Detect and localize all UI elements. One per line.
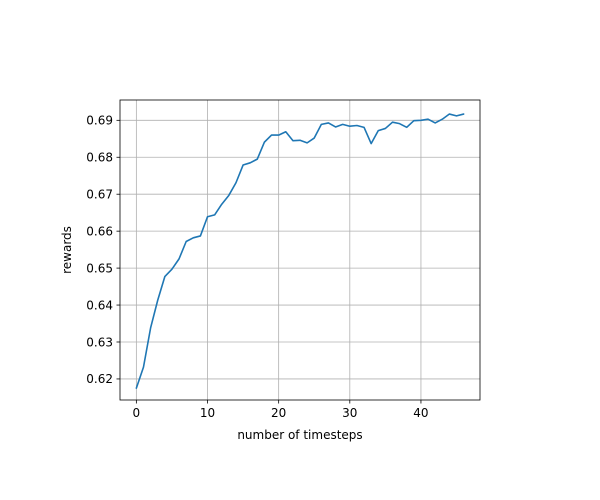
data-point xyxy=(235,182,236,183)
data-point xyxy=(406,127,407,128)
x-tick-label: 30 xyxy=(342,406,357,420)
x-axis-label: number of timesteps xyxy=(237,428,362,442)
x-tick-label: 40 xyxy=(413,406,428,420)
data-point xyxy=(221,204,222,205)
axes-frame xyxy=(119,99,481,401)
series-line xyxy=(135,113,465,389)
y-tick-label: 0.68 xyxy=(86,151,113,165)
y-tick-label: 0.63 xyxy=(86,335,113,349)
data-point xyxy=(420,120,421,121)
data-point xyxy=(150,327,151,328)
data-point xyxy=(278,134,279,135)
data-point xyxy=(214,214,215,215)
data-point xyxy=(342,124,343,125)
x-tick-label: 0 xyxy=(133,406,141,420)
data-point xyxy=(356,125,357,126)
data-point xyxy=(449,113,450,114)
data-point xyxy=(264,142,265,143)
data-point xyxy=(456,115,457,116)
data-point xyxy=(207,216,208,217)
data-point xyxy=(328,122,329,123)
data-point xyxy=(228,195,229,196)
data-point xyxy=(299,140,300,141)
y-tick-label: 0.62 xyxy=(86,372,113,386)
data-point xyxy=(399,123,400,124)
data-point xyxy=(193,237,194,238)
x-tick-label: 10 xyxy=(200,406,215,420)
data-point xyxy=(178,258,179,259)
ticks: 0 10 20 30 40 0.62 0.63 0.64 0.65 0.66 0.67 0.68 0.6… xyxy=(86,114,428,420)
data-point xyxy=(271,134,272,135)
data-point xyxy=(413,120,414,121)
data-point xyxy=(200,235,201,236)
data-point xyxy=(257,159,258,160)
data-point xyxy=(427,119,428,120)
data-point xyxy=(321,124,322,125)
data-point xyxy=(285,131,286,132)
data-point xyxy=(442,119,443,120)
data-point xyxy=(349,126,350,127)
series-layer xyxy=(135,113,465,389)
data-point xyxy=(371,143,372,144)
y-axis-label: rewards xyxy=(60,226,74,274)
data-point xyxy=(250,162,251,163)
data-point xyxy=(307,142,308,143)
data-point xyxy=(171,269,172,270)
data-point xyxy=(186,241,187,242)
data-point xyxy=(136,388,137,389)
data-point xyxy=(463,113,464,114)
data-point xyxy=(335,126,336,127)
data-point xyxy=(363,127,364,128)
data-point xyxy=(435,122,436,123)
data-point xyxy=(292,140,293,141)
data-point xyxy=(314,137,315,138)
data-point xyxy=(242,164,243,165)
data-point xyxy=(157,300,158,301)
data-point xyxy=(385,128,386,129)
y-tick-label: 0.64 xyxy=(86,298,113,312)
y-tick-label: 0.67 xyxy=(86,188,113,202)
data-point xyxy=(378,130,379,131)
x-tick-label: 20 xyxy=(271,406,286,420)
y-tick-label: 0.66 xyxy=(86,224,113,238)
y-tick-label: 0.69 xyxy=(86,114,113,128)
y-tick-label: 0.65 xyxy=(86,261,113,275)
data-point xyxy=(143,367,144,368)
data-point xyxy=(392,122,393,123)
data-point xyxy=(164,276,165,277)
